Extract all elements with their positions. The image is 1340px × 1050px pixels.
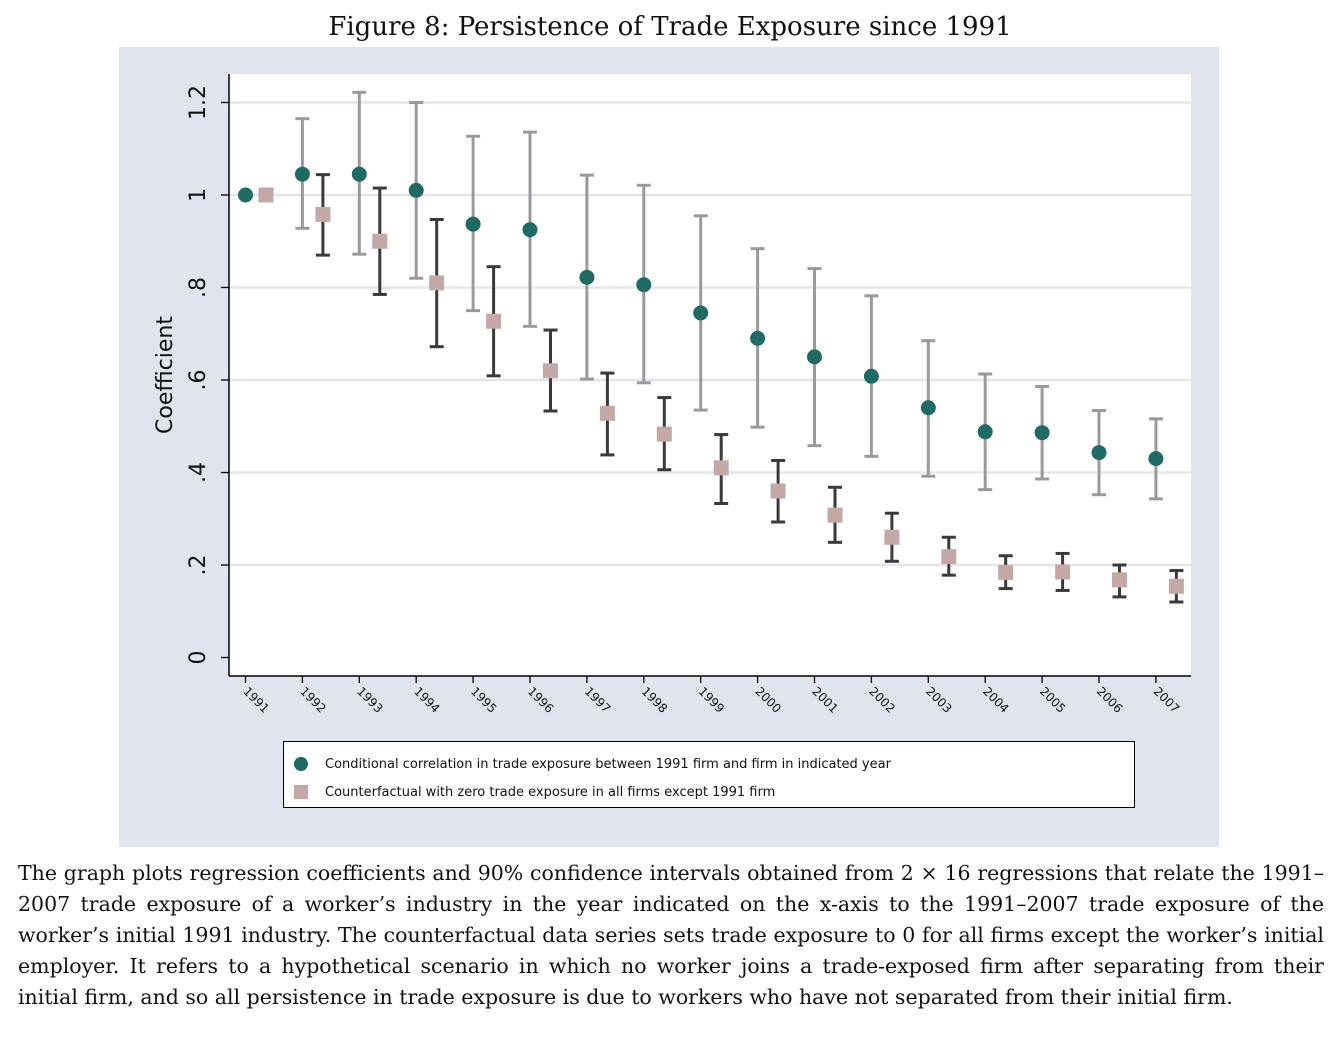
data-point-circle	[1091, 445, 1107, 461]
x-tick-label: 2002	[866, 684, 897, 715]
legend-circle-marker	[294, 757, 308, 771]
data-point-square	[486, 313, 502, 329]
data-point-square	[258, 187, 274, 203]
data-point-square	[372, 233, 388, 249]
data-point-square	[1055, 564, 1071, 580]
x-tick-label: 1992	[297, 684, 328, 715]
x-tick-label: 2005	[1037, 684, 1068, 715]
data-point-circle	[807, 349, 822, 365]
data-point-circle	[522, 222, 538, 238]
data-point-square	[543, 363, 558, 379]
data-point-square	[656, 426, 672, 442]
legend-label-series-1: Conditional correlation in trade exposur…	[325, 756, 891, 772]
x-tick-label: 2000	[752, 684, 783, 715]
x-tick-label: 2004	[980, 684, 1011, 715]
data-point-circle	[465, 216, 481, 232]
x-tick-label: 2006	[1094, 684, 1125, 715]
figure-title: Figure 8: Persistence of Trade Exposure …	[328, 12, 1012, 42]
figure-caption: The graph plots regression coefficients …	[18, 861, 1324, 1009]
x-tick-label: 1999	[696, 684, 727, 715]
x-tick-label: 2001	[809, 684, 840, 715]
y-tick-label: .6	[186, 370, 211, 391]
x-tick-label: 1991	[240, 684, 271, 715]
data-point-circle	[579, 269, 595, 285]
grid-lines	[229, 101, 1191, 567]
x-tick-label: 1998	[639, 684, 670, 715]
data-point-circle	[693, 305, 709, 321]
data-points	[238, 166, 1184, 594]
data-point-square	[713, 460, 729, 476]
data-point-circle	[1148, 451, 1164, 467]
x-tick-label: 2003	[923, 684, 954, 715]
data-point-circle	[636, 277, 652, 293]
y-tick-label: 0	[186, 651, 211, 665]
data-point-square	[599, 405, 615, 421]
y-tick-label: .2	[186, 555, 211, 576]
x-tick-label: 1995	[468, 684, 499, 715]
data-point-square	[429, 275, 445, 291]
legend-label-series-2: Counterfactual with zero trade exposure …	[325, 784, 776, 800]
y-tick-label: .4	[186, 462, 211, 483]
legend-square-marker	[294, 785, 308, 799]
x-tick-label: 1993	[354, 684, 385, 715]
x-axis-ticks: 1991 1992 1993 1994 1995 1996 1997 1998 1999 2000…	[240, 676, 1182, 716]
data-point-square	[884, 529, 900, 545]
y-tick-label: 1.2	[186, 85, 211, 120]
data-point-square	[1112, 572, 1127, 588]
x-tick-label: 2007	[1151, 684, 1182, 715]
data-point-square	[315, 206, 331, 222]
y-axis-ticks: 0 .2 .4 .6 .8 1 1.2	[186, 85, 229, 665]
data-point-square	[827, 507, 843, 523]
data-point-square	[1168, 578, 1184, 594]
plot-area	[229, 74, 1191, 676]
y-tick-label: 1	[186, 188, 211, 202]
data-point-circle	[238, 187, 253, 203]
x-tick-label: 1994	[411, 684, 442, 715]
y-tick-label: .8	[186, 277, 211, 298]
data-point-square	[998, 564, 1014, 580]
y-axis-label: Coefficient	[153, 316, 178, 434]
data-point-circle	[920, 400, 936, 416]
data-point-circle	[977, 424, 993, 440]
data-point-circle	[351, 166, 367, 182]
legend: Conditional correlation in trade exposur…	[283, 741, 1135, 808]
legend-item-series-1: Conditional correlation in trade exposur…	[294, 754, 891, 774]
data-point-circle	[408, 182, 424, 198]
data-point-circle	[863, 368, 879, 384]
legend-item-series-2: Counterfactual with zero trade exposure …	[294, 782, 775, 802]
data-point-circle	[750, 330, 766, 346]
x-tick-label: 1997	[582, 684, 613, 715]
data-point-circle	[1034, 425, 1050, 441]
data-point-square	[770, 483, 786, 499]
data-point-square	[941, 549, 957, 565]
x-tick-label: 1996	[525, 684, 556, 715]
data-point-circle	[294, 166, 310, 182]
